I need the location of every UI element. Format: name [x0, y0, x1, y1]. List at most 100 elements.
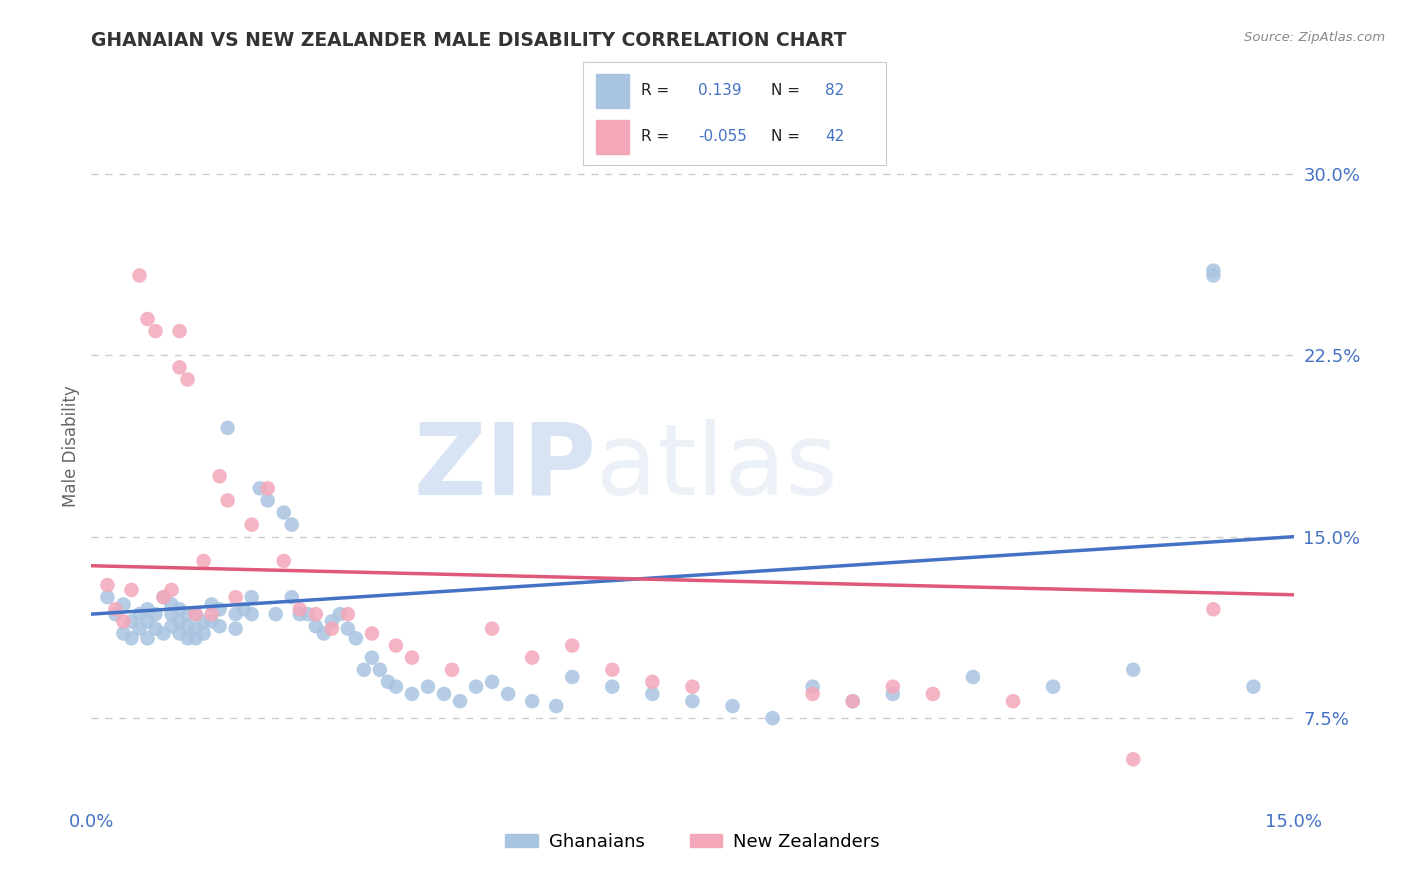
Text: 0.139: 0.139 [699, 83, 742, 98]
Point [312, 626, 335, 640]
Point [962, 670, 984, 684]
Text: Source: ZipAtlas.com: Source: ZipAtlas.com [1244, 31, 1385, 45]
Point [169, 324, 191, 338]
Point [801, 687, 824, 701]
Point [288, 602, 311, 616]
Point [145, 622, 167, 636]
Point [249, 481, 271, 495]
Text: -0.055: -0.055 [699, 129, 747, 145]
Text: N =: N = [770, 83, 800, 98]
Point [112, 615, 135, 629]
Point [368, 663, 391, 677]
Point [360, 650, 382, 665]
Point [281, 590, 304, 604]
Point [217, 421, 239, 435]
Point [1202, 263, 1225, 277]
Point [145, 324, 167, 338]
Point [121, 615, 143, 629]
Point [288, 607, 311, 621]
Point [184, 607, 207, 621]
Point [240, 590, 263, 604]
Point [546, 699, 568, 714]
Text: GHANAIAN VS NEW ZEALANDER MALE DISABILITY CORRELATION CHART: GHANAIAN VS NEW ZEALANDER MALE DISABILIT… [91, 31, 846, 50]
Point [264, 607, 287, 621]
Point [681, 680, 703, 694]
Point [193, 554, 215, 568]
Point [169, 360, 191, 375]
Point [176, 372, 198, 386]
Point [184, 607, 207, 621]
Point [256, 493, 278, 508]
Point [160, 582, 183, 597]
Point [602, 680, 624, 694]
Point [641, 674, 664, 689]
Point [104, 607, 127, 621]
Point [201, 607, 224, 621]
Point [353, 663, 375, 677]
Point [184, 622, 207, 636]
Point [762, 711, 785, 725]
Text: R =: R = [641, 129, 669, 145]
Text: N =: N = [770, 129, 800, 145]
Point [112, 598, 135, 612]
Point [136, 632, 159, 646]
Point [721, 699, 744, 714]
Point [201, 615, 224, 629]
Point [882, 680, 904, 694]
Point [121, 582, 143, 597]
Point [882, 687, 904, 701]
Point [1122, 752, 1144, 766]
Point [841, 694, 863, 708]
Point [522, 694, 544, 708]
Y-axis label: Male Disability: Male Disability [62, 385, 80, 507]
Point [208, 619, 231, 633]
Point [128, 268, 150, 283]
Point [176, 619, 198, 633]
Point [1122, 663, 1144, 677]
Bar [596, 74, 628, 108]
Point [128, 622, 150, 636]
Point [401, 687, 423, 701]
Point [321, 622, 343, 636]
Point [225, 590, 247, 604]
Point [184, 632, 207, 646]
Point [136, 312, 159, 326]
Point [121, 632, 143, 646]
Bar [596, 120, 628, 153]
Point [297, 607, 319, 621]
Point [329, 607, 352, 621]
Point [193, 626, 215, 640]
Point [208, 469, 231, 483]
Point [801, 680, 824, 694]
Point [145, 607, 167, 621]
Point [193, 615, 215, 629]
Point [176, 607, 198, 621]
Point [433, 687, 456, 701]
Point [104, 602, 127, 616]
Point [136, 615, 159, 629]
Point [641, 687, 664, 701]
Text: R =: R = [641, 83, 669, 98]
Point [217, 493, 239, 508]
Point [321, 615, 343, 629]
Point [208, 602, 231, 616]
Point [1001, 694, 1024, 708]
Point [225, 622, 247, 636]
Point [385, 680, 408, 694]
Point [481, 674, 503, 689]
Point [1243, 680, 1265, 694]
Point [841, 694, 863, 708]
Point [169, 602, 191, 616]
Point [416, 680, 439, 694]
Point [681, 694, 703, 708]
Point [232, 602, 254, 616]
Point [401, 650, 423, 665]
Point [160, 607, 183, 621]
Point [169, 615, 191, 629]
Point [96, 590, 118, 604]
Point [201, 598, 224, 612]
Point [281, 517, 304, 532]
Point [240, 607, 263, 621]
Point [496, 687, 519, 701]
Point [360, 626, 382, 640]
